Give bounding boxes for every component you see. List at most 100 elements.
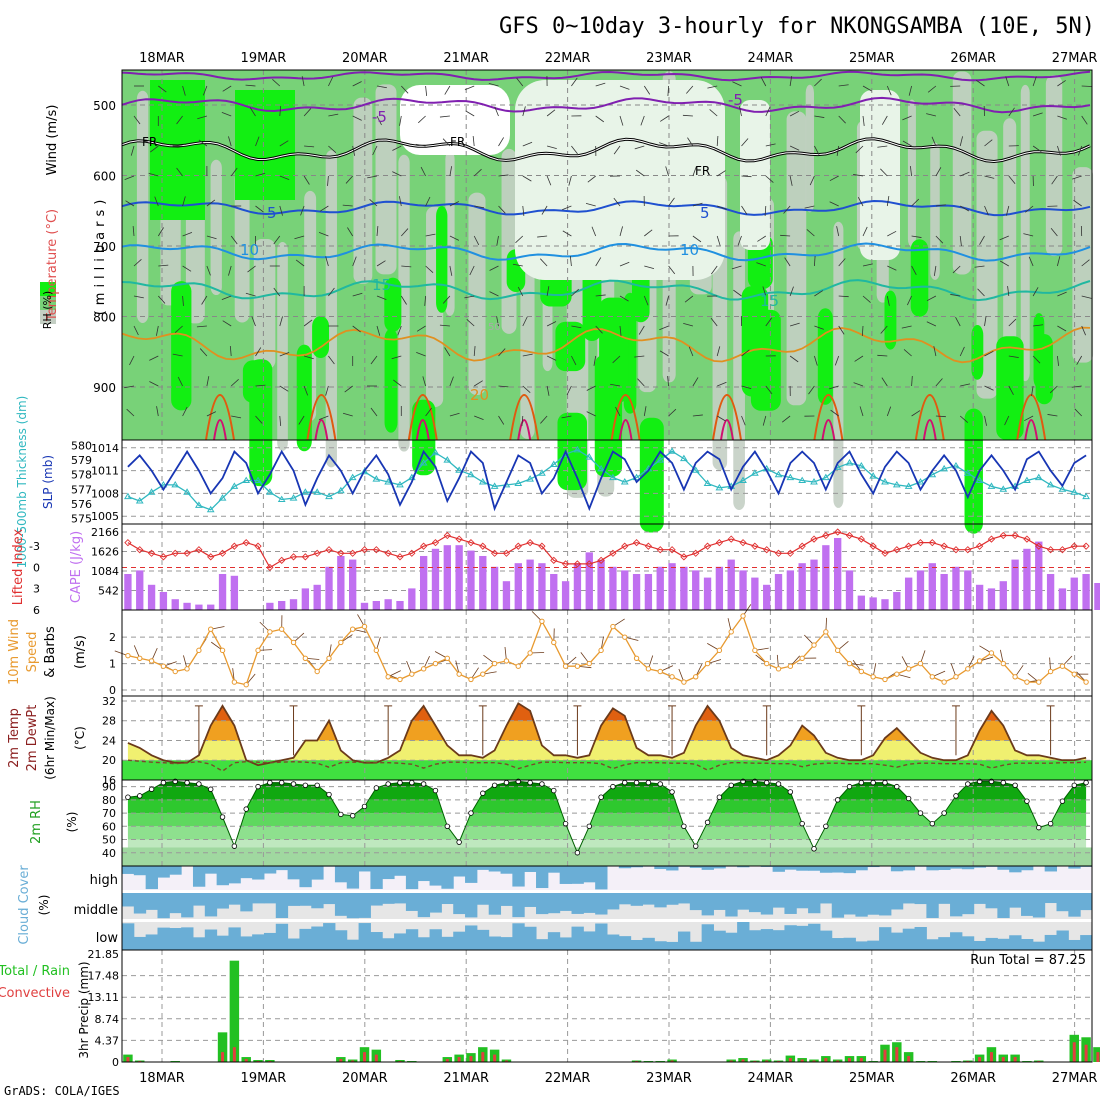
wind-label-4: (m/s) [73, 635, 88, 669]
rh-point [398, 780, 403, 785]
cloud-high-bar [217, 866, 229, 885]
cape-bar [964, 570, 971, 610]
profile-labels: Wind (m/s) Temperature (°C) RH (%) (mill… [41, 105, 108, 330]
wind-point [918, 661, 922, 665]
wind-point [977, 659, 981, 663]
wind-point [1072, 672, 1076, 676]
cloud-low-bar [595, 924, 607, 950]
wind-point [800, 656, 804, 660]
cloud-high-bar [394, 866, 406, 876]
wind-point [303, 656, 307, 660]
cape-bar [195, 605, 202, 610]
contour-label: FR [695, 164, 710, 178]
wind-point [871, 675, 875, 679]
li-line [128, 532, 1086, 568]
cloud-mid-bar [773, 893, 785, 908]
rh-tick: 50 [102, 834, 116, 847]
cloud-low-bar [749, 930, 761, 950]
contour-label: 50 [488, 322, 501, 333]
rh-point [126, 795, 131, 800]
bottom-day-label: 21MAR [443, 1071, 489, 1086]
rh-point [362, 804, 367, 809]
cloud-low-bar [181, 927, 193, 950]
precip-tick: 4.37 [95, 1034, 120, 1047]
cloud-mid-bar [903, 893, 915, 903]
wind-point [173, 669, 177, 673]
cape-bar [751, 578, 758, 610]
rh-point [457, 840, 462, 845]
wind-label-2: Speed [25, 632, 40, 673]
cape-bar [621, 570, 628, 610]
cape-bar [408, 588, 415, 610]
rh-point [303, 783, 308, 788]
cape-bar [503, 581, 510, 610]
cloud-mid-bar [915, 893, 927, 904]
rh-point [410, 780, 415, 785]
cape-bar [834, 538, 841, 610]
cloud-mid-bar [784, 893, 796, 914]
cloud-mid-bar [595, 893, 607, 915]
cloud-mid-bar [299, 893, 311, 906]
rh-point [611, 784, 616, 789]
cloud-low-bar [607, 935, 619, 950]
cloud-high-bar [477, 866, 489, 870]
rh-point [339, 812, 344, 817]
cape-bar [988, 588, 995, 610]
thickness-tick: 578 [71, 469, 92, 482]
cape-bar [444, 545, 451, 610]
rh-point [327, 792, 332, 797]
cloud-mid-bar [583, 893, 595, 913]
wind-label-3: & Barbs [43, 626, 58, 678]
thickness-tick: 576 [71, 498, 92, 511]
precip-conv-bar [1002, 1057, 1005, 1062]
cloud-low-bar [524, 927, 536, 950]
cape-bar [396, 601, 403, 610]
cloud-mid-bar [157, 893, 169, 918]
cloud-mid-bar [228, 893, 240, 905]
rh-point [1013, 783, 1018, 788]
cloud-high-bar [299, 866, 311, 887]
cloud-mid-bar [276, 893, 288, 918]
rh-light-blob [787, 111, 807, 405]
cloud-low-bar [418, 937, 430, 950]
cape-labels: Lifted Index CAPE (J/kg) [11, 528, 84, 605]
cape-bar [716, 567, 723, 610]
cloud-mid-bar [347, 893, 359, 918]
rh-light-blob [806, 85, 814, 212]
cloud-low-bar [264, 933, 276, 950]
rh-point [965, 782, 970, 787]
rh-point [871, 780, 876, 785]
wind-point [753, 648, 757, 652]
cloud-label-1: Cloud Cover [17, 865, 32, 945]
cloud-low-bar [867, 941, 879, 950]
cape-bar [420, 556, 427, 610]
cape-bar [337, 556, 344, 610]
rh-point [540, 782, 545, 787]
rh-label-2: (%) [65, 812, 79, 833]
cape-bar [929, 563, 936, 610]
rh-point [268, 780, 273, 785]
cloud-mid-bar [359, 893, 371, 918]
cape-bar [207, 605, 214, 610]
thickness-tick: 575 [71, 513, 92, 526]
wind-point [362, 624, 366, 628]
wind-point [1084, 680, 1088, 684]
wind-point [989, 651, 993, 655]
cloud-low-bar [654, 941, 666, 950]
cape-bar [384, 599, 391, 610]
cape-bar [1047, 574, 1054, 610]
pressure-tick: 900 [93, 381, 116, 395]
cape-bar [739, 570, 746, 610]
cloud-high-bar [926, 866, 938, 870]
rh-point [622, 780, 627, 785]
cloud-mid-bar [891, 893, 903, 909]
rh-floor [122, 847, 1092, 866]
cloud-high-bar [359, 866, 371, 871]
cloud-low-bar [157, 928, 169, 950]
wind-speed-line [128, 616, 1086, 685]
top-day-label: 21MAR [443, 51, 489, 66]
cloud-mid-bar [181, 893, 193, 917]
cloud-mid-bar [879, 893, 891, 915]
